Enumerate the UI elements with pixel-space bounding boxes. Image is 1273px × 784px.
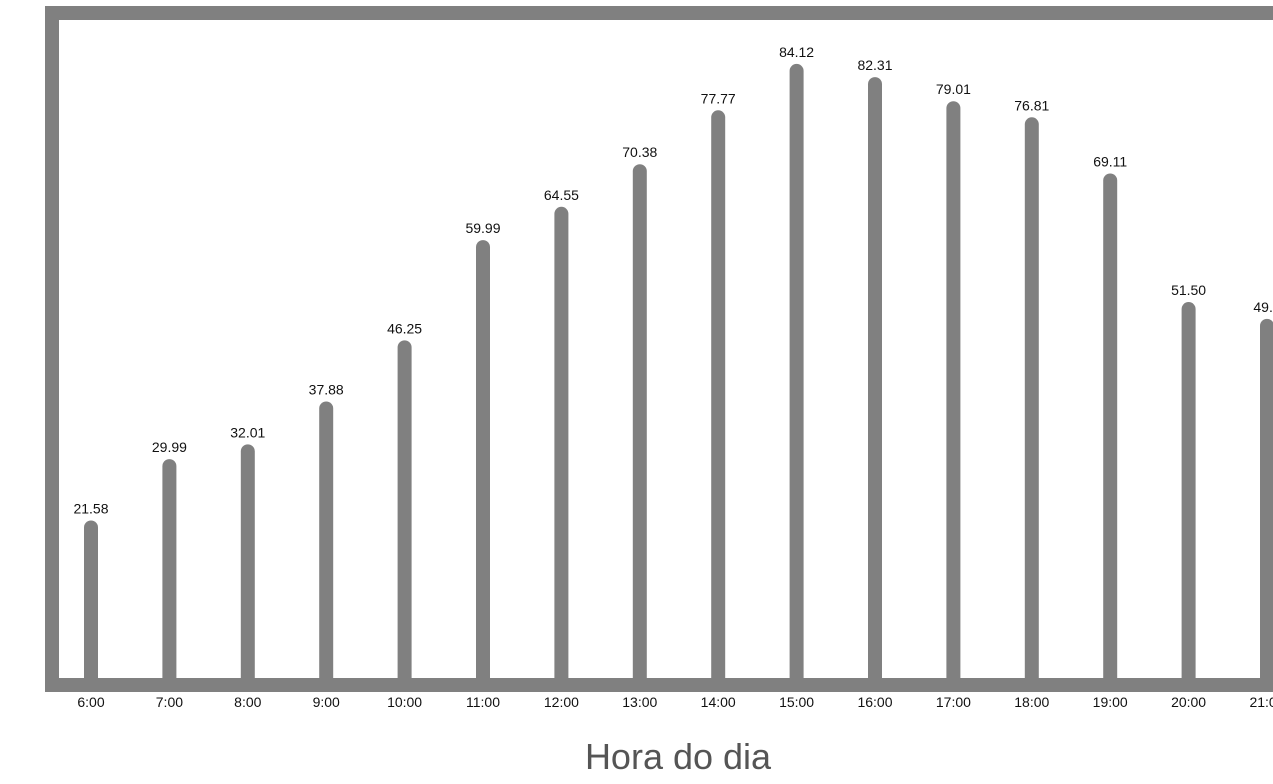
x-tick-label-14-00: 14:00 — [701, 694, 736, 710]
x-tick-label-20-00: 20:00 — [1171, 694, 1206, 710]
x-tick-label-12-00: 12:00 — [544, 694, 579, 710]
value-label-18-00: 76.81 — [1014, 97, 1049, 113]
value-label-16-00: 82.31 — [857, 57, 892, 73]
value-label-17-00: 79.01 — [936, 81, 971, 97]
value-label-6-00: 21.58 — [73, 500, 108, 516]
bars-layer — [84, 63, 1273, 692]
tick-labels-layer: 6:00 7:00 8:00 9:00 10:00 11:00 12:00 13:00 14:0… — [77, 694, 1273, 710]
value-labels-layer: 21.58 29.99 32.01 37.88 46.25 59.99 64.55 70.38… — [73, 44, 1273, 517]
x-tick-label-13-00: 13:00 — [622, 694, 657, 710]
x-tick-label-8-00: 8:00 — [234, 694, 261, 710]
x-tick-label-17-00: 17:00 — [936, 694, 971, 710]
x-tick-label-9-00: 9:00 — [313, 694, 340, 710]
value-label-21-00: 49.2 — [1253, 299, 1273, 315]
value-label-7-00: 29.99 — [152, 439, 187, 455]
x-axis-title: Hora do dia — [585, 736, 772, 777]
x-tick-label-11-00: 11:00 — [466, 694, 500, 710]
value-label-13-00: 70.38 — [622, 144, 657, 160]
value-label-12-00: 64.55 — [544, 187, 579, 203]
value-label-11-00: 59.99 — [465, 220, 500, 236]
value-label-15-00: 84.12 — [779, 44, 814, 60]
x-tick-label-15-00: 15:00 — [779, 694, 814, 710]
x-tick-label-16-00: 16:00 — [857, 694, 892, 710]
x-tick-label-6-00: 6:00 — [77, 694, 104, 710]
value-label-9-00: 37.88 — [309, 381, 344, 397]
value-label-20-00: 51.50 — [1171, 282, 1206, 298]
value-label-10-00: 46.25 — [387, 320, 422, 336]
x-tick-label-18-00: 18:00 — [1014, 694, 1049, 710]
x-tick-label-19-00: 19:00 — [1093, 694, 1128, 710]
value-label-19-00: 69.11 — [1093, 153, 1127, 169]
x-tick-label-21-00: 21:00 — [1249, 694, 1273, 710]
value-label-14-00: 77.77 — [701, 90, 736, 106]
x-tick-label-10-00: 10:00 — [387, 694, 422, 710]
value-label-8-00: 32.01 — [230, 424, 265, 440]
chart-frame — [45, 6, 1273, 692]
x-tick-label-7-00: 7:00 — [156, 694, 183, 710]
